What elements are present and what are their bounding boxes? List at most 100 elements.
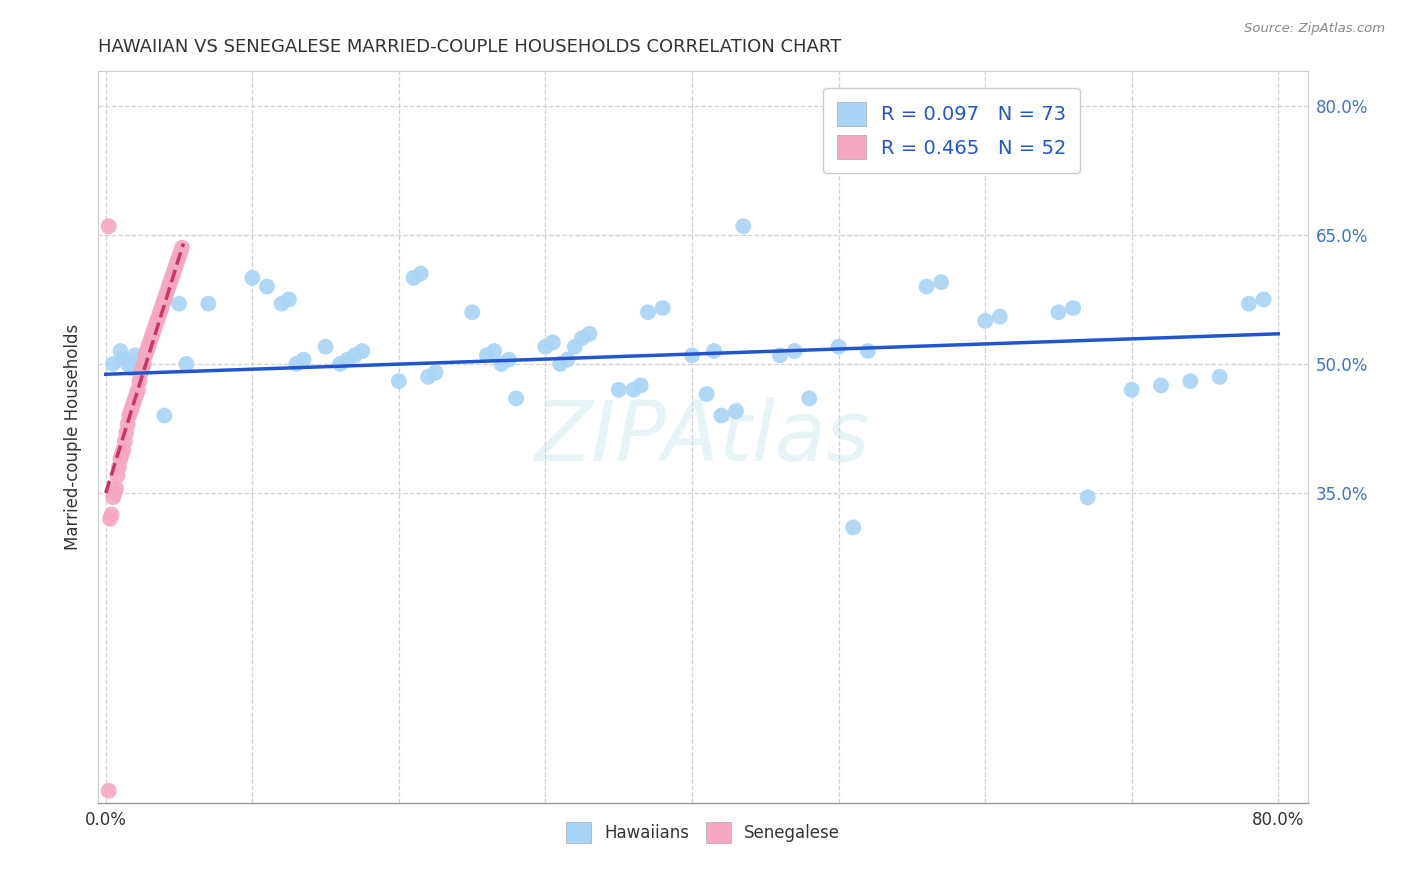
Point — [176, 357, 198, 371]
Point — [571, 331, 593, 345]
Legend: Hawaiians, Senegalese: Hawaiians, Senegalese — [560, 815, 846, 849]
Point — [1253, 293, 1275, 307]
Point — [121, 400, 143, 414]
Point — [141, 331, 163, 345]
Point — [329, 357, 352, 371]
Point — [475, 348, 498, 362]
Point — [637, 305, 659, 319]
Point — [118, 409, 141, 423]
Point — [120, 404, 142, 418]
Point — [103, 486, 125, 500]
Point — [1077, 491, 1099, 505]
Point — [110, 344, 132, 359]
Point — [100, 508, 122, 522]
Text: Source: ZipAtlas.com: Source: ZipAtlas.com — [1244, 22, 1385, 36]
Point — [240, 271, 263, 285]
Point — [143, 322, 166, 336]
Point — [129, 366, 152, 380]
Point — [974, 314, 997, 328]
Point — [799, 392, 821, 406]
Point — [128, 374, 150, 388]
Point — [197, 296, 219, 310]
Point — [256, 279, 278, 293]
Point — [105, 482, 128, 496]
Point — [157, 279, 180, 293]
Point — [336, 352, 359, 367]
Point — [842, 520, 865, 534]
Point — [156, 284, 179, 298]
Point — [548, 357, 571, 371]
Point — [1062, 301, 1084, 315]
Point — [150, 301, 173, 315]
Point — [783, 344, 806, 359]
Point — [146, 314, 169, 328]
Point — [621, 383, 644, 397]
Point — [505, 392, 527, 406]
Point — [724, 404, 747, 418]
Point — [153, 293, 176, 307]
Point — [1237, 296, 1260, 310]
Point — [112, 442, 135, 457]
Point — [117, 357, 139, 371]
Point — [769, 348, 792, 362]
Point — [352, 344, 374, 359]
Point — [1121, 383, 1143, 397]
Point — [117, 417, 139, 432]
Point — [425, 366, 447, 380]
Point — [110, 451, 132, 466]
Point — [915, 279, 938, 293]
Point — [135, 344, 157, 359]
Point — [170, 241, 193, 255]
Point — [1180, 374, 1202, 388]
Point — [630, 378, 652, 392]
Point — [681, 348, 703, 362]
Point — [696, 387, 718, 401]
Point — [1150, 378, 1173, 392]
Point — [114, 434, 136, 449]
Point — [97, 219, 120, 234]
Point — [167, 249, 190, 263]
Point — [167, 296, 190, 310]
Point — [270, 296, 292, 310]
Point — [127, 357, 149, 371]
Point — [97, 783, 120, 797]
Point — [159, 275, 181, 289]
Point — [418, 369, 440, 384]
Point — [115, 425, 138, 440]
Point — [107, 468, 129, 483]
Point — [461, 305, 484, 319]
Point — [98, 512, 121, 526]
Point — [827, 340, 849, 354]
Point — [153, 409, 176, 423]
Point — [127, 383, 149, 397]
Point — [138, 335, 160, 350]
Point — [122, 395, 145, 409]
Point — [101, 491, 124, 505]
Point — [108, 460, 131, 475]
Point — [315, 340, 337, 354]
Point — [101, 357, 124, 371]
Point — [134, 348, 156, 362]
Point — [285, 357, 308, 371]
Point — [132, 357, 155, 371]
Point — [142, 326, 165, 341]
Point — [112, 352, 135, 367]
Point — [166, 253, 188, 268]
Point — [278, 293, 301, 307]
Point — [491, 357, 513, 371]
Point — [710, 409, 733, 423]
Point — [121, 361, 143, 376]
Point — [136, 340, 159, 354]
Point — [152, 296, 174, 310]
Point — [607, 383, 630, 397]
Point — [145, 318, 167, 333]
Point — [929, 275, 952, 289]
Text: ZIPAtlas: ZIPAtlas — [536, 397, 870, 477]
Point — [578, 326, 600, 341]
Point — [124, 348, 146, 362]
Point — [482, 344, 505, 359]
Point — [149, 305, 172, 319]
Point — [541, 335, 564, 350]
Point — [163, 262, 186, 277]
Point — [343, 348, 366, 362]
